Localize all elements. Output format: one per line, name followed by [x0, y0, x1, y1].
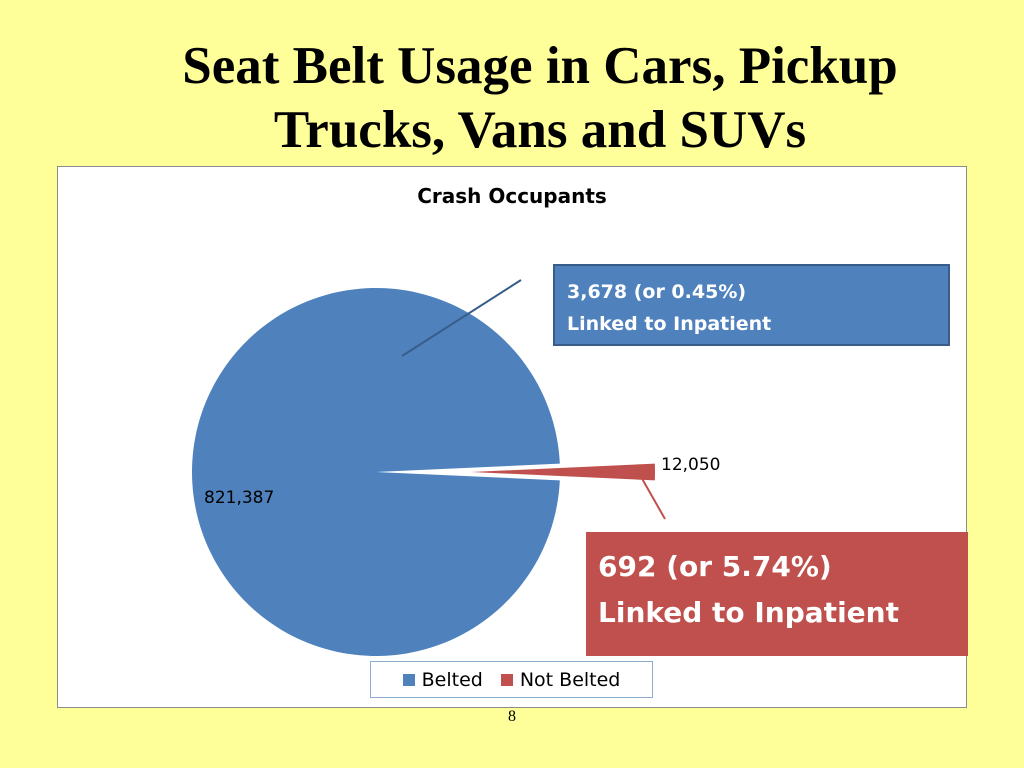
legend-label-belted: Belted — [421, 668, 483, 691]
legend-item-belted: Belted — [402, 668, 483, 691]
legend-swatch-not-belted — [500, 673, 513, 686]
pie-slice-not-belted — [471, 463, 655, 481]
chart-title: Crash Occupants — [417, 184, 607, 208]
legend-label-not-belted: Not Belted — [519, 668, 621, 691]
leader-line-belted — [401, 279, 522, 357]
page-number: 8 — [508, 708, 516, 725]
callout-belted-text: Linked to Inpatient — [567, 313, 772, 335]
legend-item-not-belted: Not Belted — [500, 668, 621, 691]
data-label-belted: 821,387 — [204, 488, 274, 508]
slide-title-line-1: Seat Belt Usage in Cars, Pickup — [182, 37, 898, 95]
data-label-not-belted: 12,050 — [661, 455, 720, 475]
chart-legend: Belted Not Belted — [370, 661, 653, 698]
legend-swatch-belted — [402, 673, 415, 686]
callout-belted-count: 3,678 (or 0.45%) — [567, 281, 747, 303]
callout-not-belted-inpatient: 692 (or 5.74%) Linked to Inpatient — [586, 532, 968, 656]
slide-title-line-2: Trucks, Vans and SUVs — [273, 101, 807, 159]
leader-line-not-belted — [635, 467, 666, 520]
callout-belted-inpatient: 3,678 (or 0.45%) Linked to Inpatient — [553, 264, 950, 346]
slide-title: Seat Belt Usage in Cars, Pickup Trucks, … — [60, 34, 1020, 162]
pie-slice-belted — [192, 288, 560, 656]
callout-not-belted-count: 692 (or 5.74%) — [598, 550, 832, 583]
callout-not-belted-text: Linked to Inpatient — [598, 596, 899, 629]
